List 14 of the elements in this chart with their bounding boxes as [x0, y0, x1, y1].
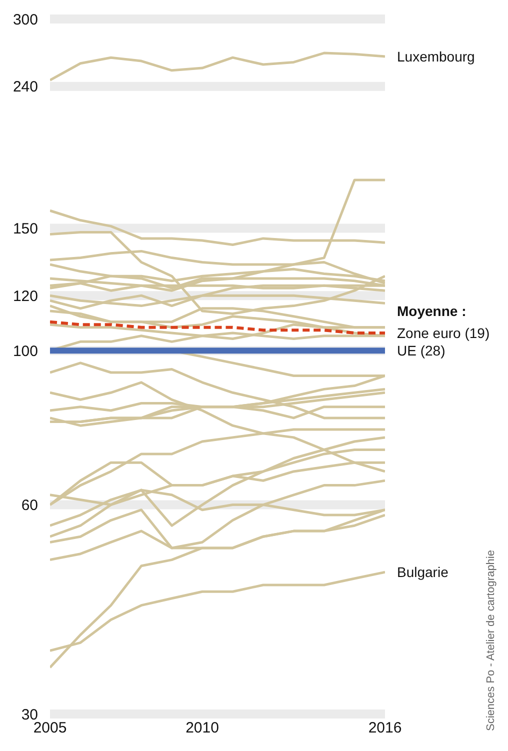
y-tick-label: 240 [12, 78, 38, 96]
legend-title: Moyenne : [397, 302, 466, 319]
x-tick-label: 2016 [368, 720, 402, 737]
y-tick-label: 150 [12, 220, 38, 238]
x-tick-label: 2010 [186, 720, 219, 737]
series-label: Bulgarie [397, 564, 449, 580]
series-label: UE (28) [397, 342, 446, 358]
text: Sciences Po - Atelier de cartographie [484, 550, 498, 731]
y-tick-label: 120 [12, 288, 38, 305]
y-tick-label: 100 [12, 342, 38, 360]
series-label: Luxembourg [397, 48, 475, 64]
series-label: Zone euro (19) [397, 324, 490, 341]
y-tick-label: 60 [21, 497, 38, 514]
y-tick-label: 300 [12, 11, 38, 28]
